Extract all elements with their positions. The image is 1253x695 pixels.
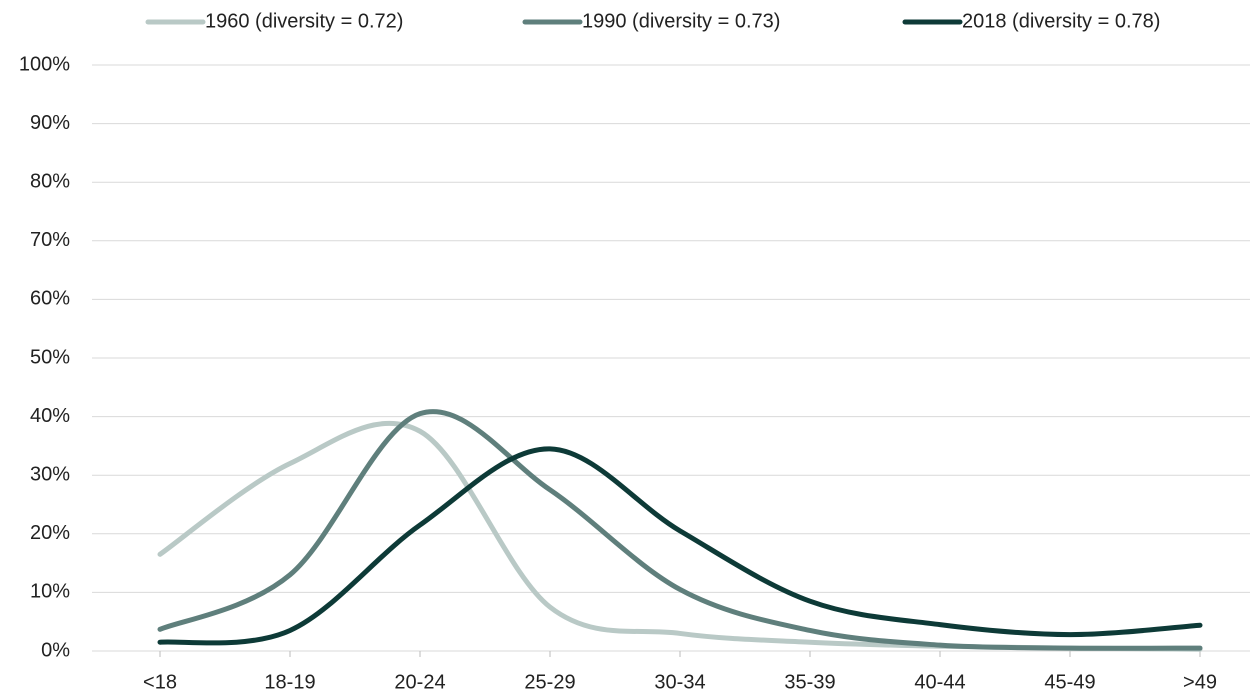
y-tick-label: 60% <box>30 288 70 310</box>
x-tick-label: 35-39 <box>784 671 835 693</box>
y-tick-label: 100% <box>19 53 70 75</box>
y-tick-label: 70% <box>30 229 70 251</box>
y-tick-label: 30% <box>30 463 70 485</box>
y-tick-label: 20% <box>30 522 70 544</box>
y-tick-label: 0% <box>41 639 70 661</box>
x-tick-label: 30-34 <box>654 671 705 693</box>
series-line <box>157 409 1203 651</box>
x-tick-label: <18 <box>143 671 177 693</box>
y-tick-label: 10% <box>30 581 70 603</box>
y-tick-label: 40% <box>30 405 70 427</box>
x-tick-label: 25-29 <box>524 671 575 693</box>
x-tick-label: 18-19 <box>264 671 315 693</box>
y-tick-label: 50% <box>30 346 70 368</box>
y-tick-label: 90% <box>30 112 70 134</box>
x-tick-label: 40-44 <box>914 671 965 693</box>
legend-label: 1990 (diversity = 0.73) <box>582 10 780 32</box>
y-tick-label: 80% <box>30 170 70 192</box>
x-tick-label: >49 <box>1183 671 1217 693</box>
x-tick-label: 20-24 <box>394 671 445 693</box>
legend-label: 1960 (diversity = 0.72) <box>205 10 403 32</box>
legend-label: 2018 (diversity = 0.78) <box>962 10 1160 32</box>
series-line <box>157 446 1203 646</box>
x-tick-label: 45-49 <box>1044 671 1095 693</box>
